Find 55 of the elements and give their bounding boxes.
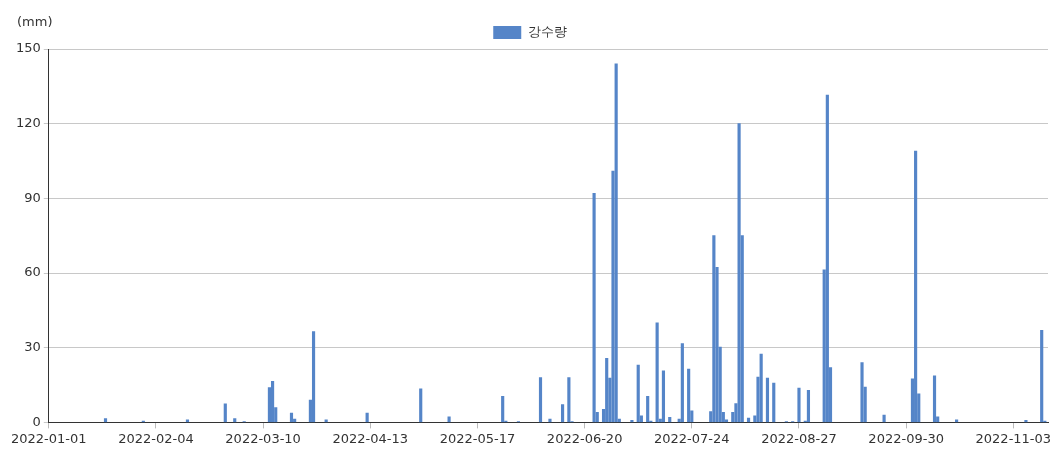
x-tick-label: 2022-06-20 (546, 430, 623, 446)
bar (233, 418, 237, 423)
bar (1024, 420, 1028, 423)
bar (772, 382, 776, 423)
y-tick-label: 60 (24, 264, 41, 280)
bar (311, 331, 316, 423)
bar (806, 389, 811, 423)
bar (548, 418, 552, 423)
bar (223, 403, 227, 423)
legend-label: 강수량 (527, 23, 567, 39)
bar (501, 395, 505, 423)
bar (737, 123, 741, 423)
bar (655, 322, 659, 423)
x-tick-label: 2022-03-10 (225, 430, 301, 446)
x-tick-label: 2022-02-04 (118, 430, 194, 446)
bar (636, 364, 640, 423)
y-tick-label: 150 (15, 40, 41, 56)
bar (646, 395, 650, 423)
bar (419, 388, 423, 423)
bar (680, 343, 684, 423)
x-tick-label: 2022-11-03 (975, 430, 1052, 446)
bar (605, 358, 609, 423)
bar (1040, 329, 1044, 423)
bar (567, 377, 571, 423)
y-axis-title: (mm) (17, 13, 53, 29)
bar (797, 387, 801, 423)
bar (860, 362, 864, 423)
bar (289, 412, 294, 423)
bar (825, 94, 829, 423)
bar (668, 417, 672, 423)
y-tick-label: 0 (32, 413, 41, 429)
x-tick-label: 2022-07-24 (654, 430, 730, 446)
bar (687, 368, 691, 423)
bar (932, 375, 937, 423)
bar (365, 412, 369, 423)
bar (592, 193, 596, 423)
bar (661, 370, 666, 423)
bar (538, 377, 543, 423)
bar (759, 353, 763, 423)
bar (765, 377, 770, 423)
x-tick-label: 2022-05-17 (439, 430, 516, 446)
x-tick-label: 2022-09-30 (868, 430, 944, 446)
bar (712, 235, 716, 423)
y-tick-label: 120 (15, 115, 41, 131)
bar (271, 381, 275, 423)
y-tick-label: 90 (24, 189, 41, 205)
bar (103, 418, 108, 423)
bar (882, 414, 886, 423)
x-tick-label: 2022-08-27 (761, 430, 837, 446)
x-tick-label: 2022-04-13 (332, 430, 409, 446)
bar (614, 63, 618, 423)
bar (560, 404, 565, 423)
x-tick-label: 2022-01-01 (10, 430, 87, 446)
bar (914, 150, 918, 423)
y-tick-label: 30 (24, 339, 41, 355)
